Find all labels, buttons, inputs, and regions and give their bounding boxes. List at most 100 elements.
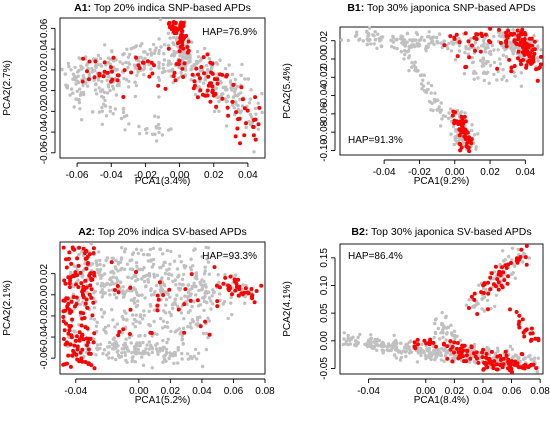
red-point: [129, 70, 134, 75]
grey-point: [447, 111, 451, 115]
red-point: [524, 65, 529, 70]
grey-point: [181, 326, 186, 330]
grey-point: [72, 264, 77, 268]
grey-point: [123, 128, 127, 132]
grey-point: [82, 354, 86, 359]
red-point: [495, 367, 500, 372]
y-tick-label: 0.04: [39, 39, 50, 59]
red-point: [512, 64, 517, 68]
grey-point: [154, 283, 159, 288]
grey-point: [90, 70, 95, 74]
grey-point: [204, 347, 209, 352]
red-point: [84, 266, 89, 271]
grey-point: [181, 272, 186, 277]
grey-point: [71, 284, 76, 289]
grey-point: [230, 72, 235, 77]
grey-point: [165, 268, 169, 272]
grey-point: [164, 350, 169, 355]
red-point: [77, 359, 82, 364]
red-point: [86, 261, 90, 265]
grey-point: [107, 340, 112, 345]
grey-point: [483, 36, 487, 40]
grey-point: [157, 126, 162, 130]
hap-annotation: HAP=76.9%: [202, 27, 257, 38]
grey-point: [107, 356, 111, 360]
grey-point: [432, 98, 437, 102]
red-point: [86, 347, 91, 352]
grey-point: [445, 326, 449, 330]
y-tick-label: 0.00: [39, 285, 50, 305]
grey-point: [140, 277, 144, 281]
grey-point: [74, 82, 78, 86]
grey-point: [453, 58, 458, 62]
x-tick-label: 0.00: [129, 386, 149, 397]
grey-point: [222, 300, 227, 304]
red-point: [89, 287, 94, 292]
grey-point: [153, 132, 157, 136]
grey-point: [383, 344, 387, 348]
grey-point: [341, 342, 346, 347]
grey-point: [101, 95, 106, 100]
red-point: [74, 282, 78, 287]
red-point: [80, 287, 85, 292]
grey-point: [171, 35, 176, 40]
grey-point: [346, 38, 350, 43]
red-point: [86, 340, 91, 345]
grey-point: [529, 357, 534, 361]
grey-point: [160, 276, 164, 280]
grey-point: [403, 41, 407, 46]
grey-point: [494, 293, 498, 297]
grey-point: [105, 78, 109, 82]
red-point: [452, 121, 457, 126]
grey-point: [71, 72, 76, 77]
red-point: [68, 278, 73, 283]
grey-point: [95, 282, 100, 286]
grey-point: [440, 322, 444, 327]
grey-point: [96, 271, 100, 275]
grey-point: [243, 301, 247, 305]
grey-point: [503, 47, 507, 52]
grey-point: [77, 100, 82, 105]
red-point: [215, 299, 220, 304]
grey-point: [100, 273, 105, 277]
grey-point: [202, 299, 207, 303]
grey-point: [140, 355, 144, 359]
grey-point: [108, 88, 112, 93]
red-point: [89, 363, 94, 368]
red-point: [469, 294, 474, 299]
red-point: [483, 32, 488, 37]
x-tick-label: -0.06: [66, 170, 89, 181]
grey-point: [443, 315, 448, 320]
grey-point: [189, 326, 193, 330]
grey-point: [165, 320, 169, 325]
red-point: [61, 337, 66, 341]
grey-point: [477, 283, 481, 287]
grey-point: [394, 345, 399, 350]
grey-point: [162, 58, 167, 62]
grey-point: [97, 110, 102, 114]
grey-point: [167, 59, 171, 64]
grey-point: [128, 52, 132, 57]
grey-point: [145, 131, 149, 135]
red-point: [251, 133, 256, 138]
grey-point: [470, 123, 474, 127]
red-point: [205, 88, 210, 93]
red-point: [235, 126, 240, 131]
grey-point: [121, 107, 126, 111]
red-point: [526, 50, 530, 55]
grey-point: [163, 324, 167, 329]
grey-point: [449, 132, 453, 136]
grey-point: [104, 114, 109, 118]
grey-point: [163, 271, 168, 276]
red-point: [461, 343, 466, 348]
grey-point: [227, 63, 231, 67]
grey-point: [233, 87, 238, 91]
grey-point: [372, 42, 376, 46]
grey-point: [132, 286, 136, 290]
grey-point: [164, 297, 169, 302]
grey-point: [142, 50, 146, 54]
grey-point: [84, 81, 88, 85]
red-point: [252, 118, 256, 122]
red-point: [62, 278, 67, 283]
grey-point: [141, 340, 145, 345]
